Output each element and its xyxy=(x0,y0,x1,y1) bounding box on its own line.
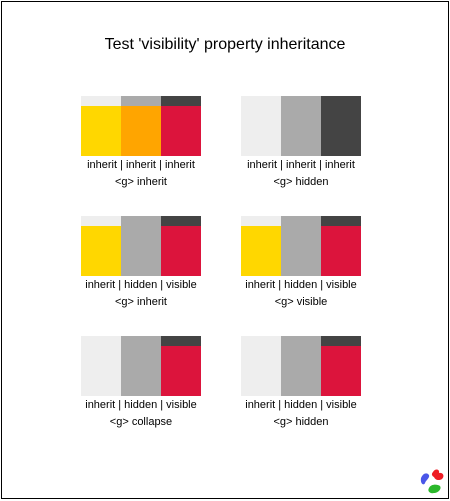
swatch-column-2 xyxy=(121,96,161,156)
caption-group: <g> collapse xyxy=(109,416,173,428)
foreground-rect xyxy=(321,346,361,396)
foreground-rect xyxy=(121,106,161,156)
test-case-4: inherit | hidden | visible <g> visible xyxy=(241,216,361,310)
swatch-column-1 xyxy=(81,336,121,396)
swatch-column-1 xyxy=(241,96,281,156)
background-rect xyxy=(281,96,321,156)
foreground-rect xyxy=(81,226,121,276)
caption-values: inherit | hidden | visible xyxy=(245,279,357,291)
caption-values: inherit | hidden | visible xyxy=(85,279,197,291)
foreground-rect xyxy=(321,226,361,276)
caption-group: <g> hidden xyxy=(273,176,329,188)
foreground-rect xyxy=(161,346,201,396)
swatch-column-2 xyxy=(121,336,161,396)
swatch-column-3 xyxy=(161,96,201,156)
test-case-2: inherit | inherit | inherit <g> hidden xyxy=(241,96,361,190)
caption-group: <g> hidden xyxy=(273,416,329,428)
test-case-6: inherit | hidden | visible <g> hidden xyxy=(241,336,361,430)
test-case-3: inherit | hidden | visible <g> inherit xyxy=(81,216,201,310)
swatch-group xyxy=(81,336,201,396)
swatch-column-3 xyxy=(161,336,201,396)
background-rect xyxy=(121,336,161,396)
foreground-rect xyxy=(161,106,201,156)
swatch-group xyxy=(241,336,361,396)
swatch-column-1 xyxy=(241,336,281,396)
swatch-column-1 xyxy=(241,216,281,276)
swatch-column-3 xyxy=(321,96,361,156)
foreground-rect xyxy=(161,226,201,276)
background-rect xyxy=(81,336,121,396)
swatch-column-1 xyxy=(81,96,121,156)
swatch-column-2 xyxy=(121,216,161,276)
swatch-column-2 xyxy=(281,336,321,396)
caption-group: <g> inherit xyxy=(115,296,167,308)
foreground-rect xyxy=(81,106,121,156)
swatch-column-3 xyxy=(161,216,201,276)
svg-logo-icon xyxy=(418,466,448,496)
test-case-1: inherit | inherit | inherit <g> inherit xyxy=(81,96,201,190)
caption-group: <g> visible xyxy=(274,296,328,308)
background-rect xyxy=(281,336,321,396)
caption-values: inherit | hidden | visible xyxy=(85,399,197,411)
swatch-group xyxy=(81,96,201,156)
swatch-group xyxy=(81,216,201,276)
background-rect xyxy=(121,216,161,276)
swatch-column-3 xyxy=(321,336,361,396)
caption-group: <g> inherit xyxy=(115,176,167,188)
page-title: Test 'visibility' property inheritance xyxy=(104,36,346,53)
background-rect xyxy=(321,96,361,156)
test-case-5: inherit | hidden | visible <g> collapse xyxy=(81,336,201,430)
caption-values: inherit | inherit | inherit xyxy=(247,159,355,171)
background-rect xyxy=(281,216,321,276)
swatch-group xyxy=(241,96,361,156)
background-rect xyxy=(241,336,281,396)
background-rect xyxy=(241,96,281,156)
swatch-column-1 xyxy=(81,216,121,276)
swatch-column-2 xyxy=(281,96,321,156)
caption-values: inherit | hidden | visible xyxy=(245,399,357,411)
caption-values: inherit | inherit | inherit xyxy=(87,159,195,171)
swatch-column-2 xyxy=(281,216,321,276)
foreground-rect xyxy=(241,226,281,276)
swatch-column-3 xyxy=(321,216,361,276)
swatch-group xyxy=(241,216,361,276)
